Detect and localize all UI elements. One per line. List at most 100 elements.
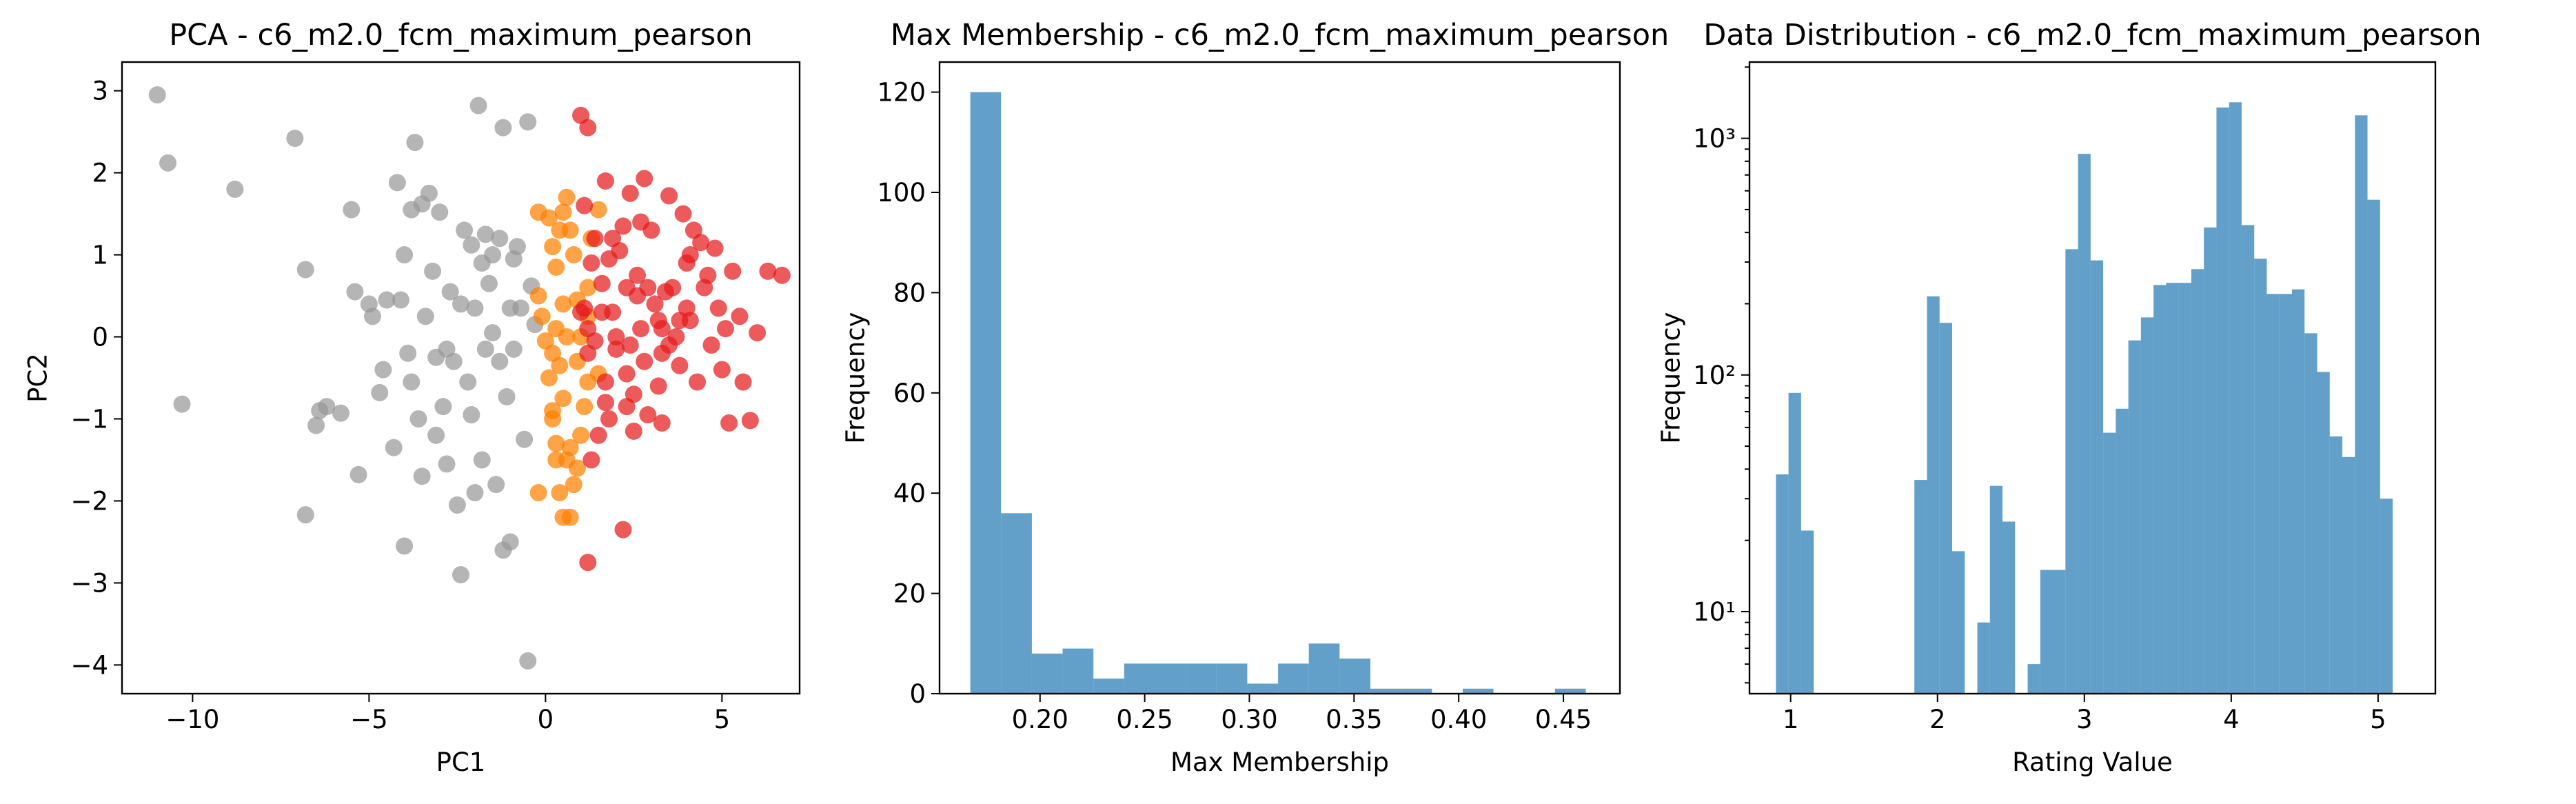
scatter-point bbox=[441, 283, 459, 301]
histogram-bar bbox=[2191, 269, 2204, 694]
histogram-bar bbox=[1339, 659, 1370, 694]
scatter-point bbox=[547, 451, 565, 469]
x-tick-label: 0.25 bbox=[1116, 705, 1173, 734]
scatter-point bbox=[540, 209, 558, 227]
scatter-point bbox=[604, 230, 622, 248]
histogram-bar bbox=[1124, 663, 1155, 694]
scatter-point bbox=[484, 324, 502, 342]
scatter-point bbox=[720, 414, 738, 432]
scatter-point bbox=[469, 97, 487, 114]
scatter-point bbox=[396, 246, 414, 264]
scatter-point bbox=[614, 521, 632, 539]
scatter-point bbox=[561, 508, 579, 526]
plot-area bbox=[148, 86, 791, 670]
y-axis-label: PC2 bbox=[23, 353, 53, 403]
histogram-bar bbox=[1062, 648, 1094, 694]
scatter-point bbox=[349, 465, 367, 483]
scatter-point bbox=[579, 279, 597, 297]
histogram-bar bbox=[2380, 499, 2393, 694]
histogram-bar bbox=[2204, 227, 2217, 694]
scatter-point bbox=[396, 537, 414, 555]
scatter-point bbox=[385, 439, 403, 456]
histogram-bar bbox=[2178, 283, 2191, 694]
scatter-point bbox=[731, 308, 749, 325]
histogram-bar bbox=[2355, 115, 2368, 694]
scatter-point bbox=[734, 373, 752, 391]
scatter-point bbox=[533, 308, 551, 325]
scatter-point bbox=[582, 451, 600, 469]
scatter-point bbox=[576, 398, 594, 416]
x-axis-label: Max Membership bbox=[1170, 747, 1389, 777]
histogram-bar bbox=[2027, 664, 2040, 694]
histogram-bar bbox=[1093, 679, 1124, 694]
scatter-point bbox=[561, 221, 579, 239]
scatter-point bbox=[632, 320, 650, 338]
histogram-bar bbox=[1776, 474, 1789, 694]
histogram-bar bbox=[1977, 622, 1990, 694]
scatter-point bbox=[713, 361, 731, 379]
scatter-point bbox=[554, 390, 572, 408]
scatter-point bbox=[589, 426, 607, 444]
histogram-bar bbox=[2266, 294, 2280, 694]
y-tick-label: −3 bbox=[70, 568, 108, 598]
y-tick-label: 3 bbox=[92, 77, 108, 106]
scatter-point bbox=[519, 113, 537, 131]
histogram-bar bbox=[2002, 521, 2016, 694]
scatter-point bbox=[403, 373, 420, 391]
scatter-point bbox=[586, 230, 604, 248]
scatter-point bbox=[484, 246, 502, 264]
y-tick-label: 0 bbox=[92, 323, 108, 352]
scatter-point bbox=[529, 287, 547, 305]
data-distribution-histogram: Data Distribution - c6_m2.0_fcm_maximum_… bbox=[1656, 18, 2482, 777]
scatter-point bbox=[364, 308, 382, 325]
x-tick-label: 0.35 bbox=[1326, 705, 1382, 734]
scatter-point bbox=[773, 266, 791, 284]
x-tick-label: 0.20 bbox=[1012, 705, 1068, 734]
histogram-bar bbox=[2090, 260, 2104, 694]
scatter-point bbox=[646, 295, 664, 313]
histogram-bar bbox=[2116, 408, 2129, 694]
y-tick-label: 0 bbox=[909, 679, 926, 709]
scatter-point bbox=[671, 312, 689, 330]
scatter-point bbox=[618, 365, 636, 383]
scatter-point bbox=[607, 328, 625, 346]
scatter-point bbox=[463, 236, 480, 254]
x-tick-label: 2 bbox=[1929, 705, 1946, 734]
scatter-point bbox=[671, 356, 689, 374]
x-tick-label: 0 bbox=[538, 705, 554, 734]
scatter-point bbox=[741, 412, 759, 430]
y-tick-label: 10¹ bbox=[1693, 597, 1736, 627]
histogram-bar bbox=[1401, 688, 1432, 694]
histogram-bar bbox=[1788, 392, 1801, 694]
scatter-point bbox=[636, 352, 653, 370]
scatter-point bbox=[512, 299, 530, 317]
histogram-bar bbox=[1278, 663, 1309, 694]
scatter-point bbox=[413, 468, 431, 485]
scatter-point bbox=[593, 274, 611, 292]
histogram-bar bbox=[2065, 249, 2078, 694]
x-tick-label: 4 bbox=[2223, 705, 2240, 734]
scatter-point bbox=[582, 254, 600, 272]
scatter-point bbox=[420, 184, 438, 202]
scatter-point bbox=[466, 299, 484, 317]
histogram-bar bbox=[1001, 513, 1032, 694]
scatter-point bbox=[480, 274, 498, 292]
scatter-point bbox=[343, 201, 361, 219]
histogram-bar bbox=[2053, 570, 2066, 694]
scatter-point bbox=[656, 283, 674, 301]
scatter-point bbox=[674, 205, 692, 223]
histogram-bar bbox=[2304, 333, 2318, 694]
histogram-bar bbox=[2329, 436, 2343, 694]
x-tick-label: 0.45 bbox=[1535, 705, 1592, 734]
scatter-point bbox=[600, 410, 618, 428]
histogram-bar bbox=[2279, 294, 2292, 694]
scatter-point bbox=[491, 230, 509, 248]
scatter-point bbox=[607, 340, 625, 358]
histogram-bar bbox=[2367, 199, 2380, 694]
plot-area bbox=[1776, 102, 2393, 694]
scatter-point bbox=[565, 476, 582, 494]
scatter-point bbox=[625, 422, 642, 440]
scatter-point bbox=[519, 652, 537, 670]
scatter-point bbox=[551, 356, 569, 374]
